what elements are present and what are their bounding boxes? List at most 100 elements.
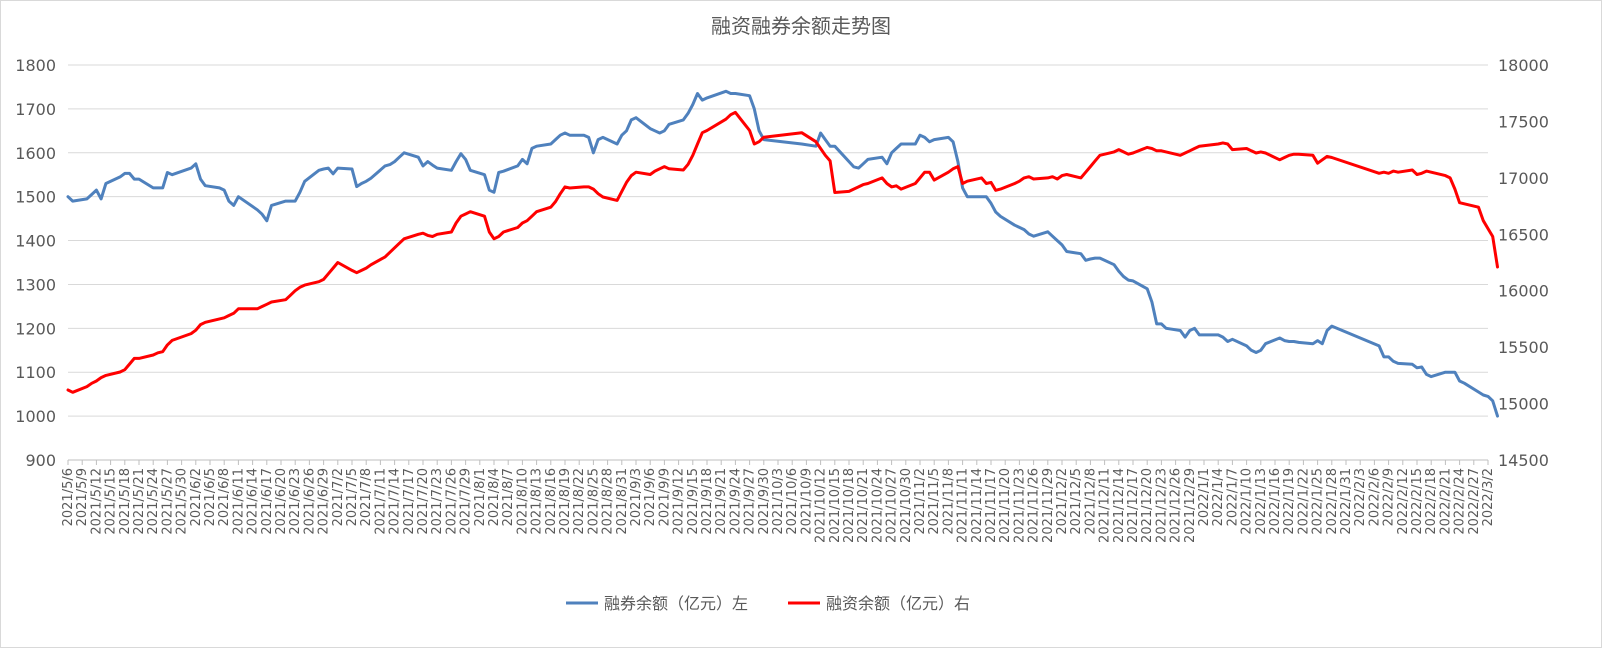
x-tick-label: 2021/8/7 — [501, 468, 516, 526]
x-tick-label: 2021/10/3 — [771, 468, 786, 535]
x-tick-label: 2022/2/9 — [1382, 468, 1397, 526]
x-tick-label: 2021/11/29 — [1041, 468, 1056, 543]
x-tick-label: 2021/6/5 — [203, 468, 218, 526]
x-tick-label: 2021/7/23 — [430, 468, 445, 535]
x-tick-label: 2022/2/21 — [1438, 468, 1453, 535]
x-tick-label: 2021/12/23 — [1154, 468, 1169, 543]
x-tick-label: 2022/2/15 — [1410, 468, 1425, 535]
x-tick-label: 2022/1/10 — [1240, 468, 1255, 535]
y-axis-right: 14500 15000 15500 16000 16500 17000 17500 18000 — [1498, 56, 1549, 470]
y-left-tick-label: 1500 — [15, 188, 56, 207]
x-tick-label: 2021/10/18 — [842, 468, 857, 543]
y-left-tick-label: 1100 — [15, 363, 56, 382]
x-tick-label: 2021/8/13 — [530, 468, 545, 535]
x-tick-label: 2022/1/1 — [1197, 468, 1212, 526]
x-tick-label: 2022/1/4 — [1211, 468, 1226, 526]
x-tick-label: 2021/8/16 — [544, 468, 559, 535]
x-axis: 2021/5/6 2021/5/9 2021/5/12 2021/5/15 2021/5… — [61, 459, 1496, 543]
y-right-tick-label: 16000 — [1498, 282, 1549, 301]
x-tick-label: 2021/11/8 — [941, 468, 956, 535]
x-tick-label: 2021/7/8 — [359, 468, 374, 526]
x-tick-label: 2022/2/6 — [1367, 468, 1382, 526]
x-tick-label: 2021/10/30 — [899, 468, 914, 543]
x-tick-label: 2021/11/11 — [956, 468, 971, 543]
x-tick-label: 2021/9/30 — [757, 468, 772, 535]
x-tick-label: 2021/10/15 — [828, 468, 843, 543]
x-tick-label: 2021/9/3 — [629, 468, 644, 526]
x-tick-label: 2021/6/29 — [317, 468, 332, 535]
series-line-securities-lending — [66, 89, 1499, 418]
x-tick-label: 2022/2/27 — [1467, 468, 1482, 535]
x-tick-label: 2022/2/18 — [1424, 468, 1439, 535]
x-tick-label: 2021/8/4 — [487, 468, 502, 526]
y-right-tick-label: 17000 — [1498, 169, 1549, 188]
y-right-tick-label: 15000 — [1498, 395, 1549, 414]
y-left-tick-label: 900 — [25, 451, 56, 470]
x-tick-label: 2021/8/19 — [558, 468, 573, 535]
x-tick-label: 2022/1/22 — [1296, 468, 1311, 535]
x-tick-label: 2022/1/25 — [1311, 468, 1326, 535]
x-tick-label: 2021/11/14 — [970, 468, 985, 543]
x-tick-label: 2021/12/17 — [1126, 468, 1141, 543]
x-tick-label: 2021/7/11 — [373, 468, 388, 535]
x-tick-label: 2021/6/14 — [246, 468, 261, 535]
x-tick-label: 2021/5/24 — [146, 468, 161, 535]
y-left-tick-label: 1600 — [15, 144, 56, 163]
x-tick-label: 2022/1/13 — [1254, 468, 1269, 535]
y-left-tick-label: 1700 — [15, 100, 56, 119]
x-tick-label: 2022/2/24 — [1453, 468, 1468, 535]
y-axis-left: 900 1000 1100 1200 1300 1400 1500 1600 1700 1800 — [15, 56, 56, 470]
x-tick-label: 2021/10/27 — [885, 468, 900, 543]
gridlines — [68, 64, 1488, 461]
x-tick-label: 2021/9/24 — [728, 468, 743, 535]
legend: 融券余额（亿元）左 融资余额（亿元）右 — [566, 594, 970, 613]
x-tick-label: 2021/7/26 — [444, 468, 459, 535]
x-tick-label: 2021/11/17 — [984, 468, 999, 543]
series-line-financing — [66, 110, 1499, 394]
x-tick-label: 2021/11/5 — [927, 468, 942, 535]
x-tick-label: 2021/12/5 — [1069, 468, 1084, 535]
x-tick-label: 2021/12/29 — [1183, 468, 1198, 543]
x-tick-label: 2021/5/15 — [104, 468, 119, 535]
x-tick-label: 2021/9/21 — [714, 468, 729, 535]
x-tick-label: 2021/8/1 — [473, 468, 488, 526]
x-tick-label: 2021/5/12 — [89, 468, 104, 535]
x-tick-label: 2021/11/2 — [913, 468, 928, 535]
x-tick-label: 2022/2/3 — [1353, 468, 1368, 526]
x-tick-label: 2021/6/11 — [231, 468, 246, 535]
y-left-tick-label: 1000 — [15, 407, 56, 426]
x-tick-label: 2021/6/23 — [288, 468, 303, 535]
y-left-tick-label: 1200 — [15, 319, 56, 338]
x-tick-label: 2021/9/18 — [700, 468, 715, 535]
y-right-tick-label: 15500 — [1498, 338, 1549, 357]
x-tick-label: 2021/6/17 — [260, 468, 275, 535]
x-tick-label: 2021/8/25 — [586, 468, 601, 535]
x-tick-label: 2021/8/28 — [601, 468, 616, 535]
x-tick-label: 2021/6/20 — [274, 468, 289, 535]
x-tick-label: 2021/6/26 — [302, 468, 317, 535]
legend-label: 融券余额（亿元）左 — [604, 594, 748, 613]
x-tick-label: 2021/5/21 — [132, 468, 147, 535]
y-right-tick-label: 14500 — [1498, 451, 1549, 470]
x-tick-label: 2021/12/11 — [1098, 468, 1113, 543]
x-tick-label: 2022/2/12 — [1396, 468, 1411, 535]
x-tick-label: 2021/11/20 — [998, 468, 1013, 543]
y-left-tick-label: 1800 — [15, 56, 56, 75]
x-tick-label: 2021/9/12 — [672, 468, 687, 535]
x-tick-label: 2021/9/27 — [743, 468, 758, 535]
x-tick-label: 2021/5/18 — [118, 468, 133, 535]
x-tick-label: 2021/7/5 — [345, 468, 360, 526]
y-right-tick-label: 18000 — [1498, 56, 1549, 75]
x-tick-label: 2021/5/27 — [160, 468, 175, 535]
x-tick-label: 2021/5/9 — [75, 468, 90, 526]
x-tick-label: 2021/9/15 — [686, 468, 701, 535]
x-tick-label: 2021/12/2 — [1055, 468, 1070, 535]
x-tick-label: 2021/8/22 — [572, 468, 587, 535]
x-tick-label: 2021/10/9 — [799, 468, 814, 535]
x-tick-label: 2021/9/6 — [643, 468, 658, 526]
x-tick-label: 2021/11/23 — [1012, 468, 1027, 543]
x-tick-label: 2021/8/10 — [515, 468, 530, 535]
x-tick-label: 2021/6/2 — [189, 468, 204, 526]
